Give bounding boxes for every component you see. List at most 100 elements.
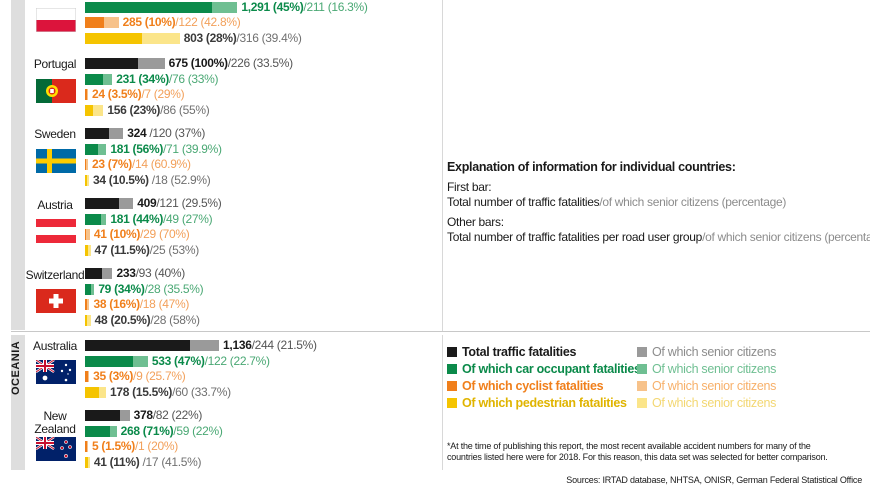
data-label-total-switzerland: 233/93 (40%) [116, 266, 186, 280]
flag-new-zealand-icon [36, 437, 76, 461]
data-label-main: 35 (3%) [93, 369, 134, 383]
legend-label-senior-pedestrian: Of which senior citizens [652, 396, 777, 410]
data-label-senior: /86 (55%) [160, 102, 210, 117]
data-label-main: 324 [127, 126, 147, 140]
country-name-line: Switzerland [25, 268, 85, 282]
bar-pedestrian-poland [85, 32, 143, 44]
data-label-senior: /316 (39.4%) [236, 30, 302, 45]
data-label-senior: /18 (47%) [139, 297, 190, 311]
flag-switzerland-icon [36, 289, 76, 313]
explanation-other-main: Total number of traffic fatalities per r… [447, 230, 703, 244]
bar-senior-total-portugal [137, 58, 165, 69]
data-label-main: 5 (1.5%) [92, 439, 135, 453]
bar-senior-cyclist-new-zealand [86, 441, 88, 452]
bar-cyclist-portugal [85, 89, 87, 100]
country-name-line: Portugal [33, 57, 77, 71]
flag-portugal-icon [36, 79, 76, 103]
bar-car-switzerland [85, 283, 92, 295]
bar-senior-pedestrian-austria [87, 244, 91, 256]
bar-senior-pedestrian-portugal [93, 104, 104, 116]
chart-panel: OCEANIA [10, 0, 870, 470]
data-label-main: 181 (56%) [110, 141, 164, 156]
legend-label-senior-car: Of which senior citizens [652, 362, 777, 376]
data-label-main: 47 (11.5%) [94, 242, 150, 257]
legend-senior-pedestrian: Of which senior citizens [637, 396, 776, 410]
bar-senior-car-switzerland [91, 283, 95, 295]
data-label-pedestrian-new-zealand: 41 (11%) /17 (41.5%) [93, 454, 202, 469]
data-label-cyclist-new-zealand: 5 (1.5%)/1 (20%) [92, 439, 178, 453]
data-label-pedestrian-australia: 178 (15.5%)/60 (33.7%) [110, 385, 231, 399]
bar-senior-car-australia [133, 355, 148, 367]
data-label-senior: /60 (33.7%) [172, 384, 231, 399]
legend-pedestrian: Of which pedestrian fatalities [447, 396, 627, 410]
legend-senior-total: Of which senior citizens [637, 345, 776, 359]
data-label-senior: /71 (39.9%) [163, 141, 222, 156]
data-label-main: 41 (11%) [93, 454, 140, 469]
data-label-car-australia: 533 (47%)/122 (22.7%) [152, 354, 270, 368]
data-label-total-new-zealand: 378/82 (22%) [134, 408, 203, 422]
data-label-cyclist-sweden: 23 (7%)/14 (60.9%) [92, 157, 191, 171]
bar-car-austria [85, 213, 101, 225]
legend-senior-car: Of which senior citizens [637, 362, 776, 376]
legend-swatch-senior-total [637, 347, 647, 357]
region-sidebar-oceania [11, 335, 25, 470]
data-label-senior: /244 (21.5%) [251, 338, 317, 352]
bar-senior-car-sweden [97, 143, 107, 155]
bar-car-australia [85, 355, 134, 367]
bar-senior-pedestrian-sweden [86, 174, 89, 186]
bar-total-australia [85, 340, 191, 351]
data-label-main: 675 (100%) [168, 56, 228, 70]
country-name-austria: Austria [24, 199, 86, 212]
data-label-main: 41 (10%) [93, 227, 141, 241]
legend-senior-cyclist: Of which senior citizens [637, 379, 776, 393]
country-name-line: New [43, 409, 67, 423]
legend-swatch-total [447, 347, 457, 357]
flag-austria-icon [36, 219, 76, 243]
data-label-car-austria: 181 (44%)/49 (27%) [110, 212, 212, 226]
data-label-senior: /29 (70%) [140, 227, 190, 241]
data-label-senior: /82 (22%) [152, 408, 203, 422]
footnote: *At the time of publishing this report, … [447, 441, 828, 462]
legend-car: Of which car occupant fatalities [447, 362, 641, 376]
bar-cyclist-new-zealand [85, 441, 87, 452]
flag-sweden-icon [36, 149, 76, 173]
legend-swatch-car [447, 364, 457, 374]
bar-car-new-zealand [85, 425, 110, 437]
data-label-pedestrian-sweden: 34 (10.5%) /18 (52.9%) [93, 173, 211, 187]
legend-label-senior-cyclist: Of which senior citizens [652, 379, 777, 393]
data-label-main: 178 (15.5%) [110, 384, 173, 399]
country-name-australia: Australia [24, 340, 86, 353]
legend-swatch-cyclist [447, 381, 457, 391]
bar-total-new-zealand [85, 410, 120, 421]
data-label-senior: /122 (22.7%) [204, 353, 270, 368]
data-label-main: 48 (20.5%) [94, 312, 151, 327]
bar-senior-total-switzerland [101, 268, 113, 279]
data-label-senior: /122 (42.8%) [175, 15, 241, 29]
explanation-first-main: Total number of traffic fatalities [447, 195, 600, 209]
data-label-cyclist-austria: 41 (10%)/29 (70%) [94, 227, 190, 241]
data-label-senior: /93 (40%) [135, 266, 186, 280]
data-label-main: 38 (16%) [93, 297, 140, 311]
source-note: Sources: IRTAD database, NHTSA, ONISR, G… [566, 475, 862, 485]
data-label-senior: /226 (33.5%) [227, 56, 293, 70]
region-sidebar-europe [11, 0, 25, 330]
legend-label-pedestrian: Of which pedestrian fatalities [462, 396, 627, 410]
bar-cyclist-austria [85, 229, 87, 240]
data-label-senior: /76 (33%) [168, 71, 219, 86]
data-label-senior: /9 (25.7%) [133, 369, 186, 383]
data-label-main: 1,136 [223, 338, 252, 352]
data-label-car-switzerland: 79 (34%)/28 (35.5%) [98, 282, 203, 296]
region-separator [11, 331, 870, 332]
bar-senior-cyclist-austria [86, 229, 90, 240]
bar-car-poland [85, 1, 213, 13]
country-name-sweden: Sweden [24, 128, 86, 141]
column-divider [442, 0, 443, 331]
data-label-total-australia: 1,136/244 (21.5%) [223, 338, 317, 352]
bar-senior-cyclist-poland [104, 17, 119, 28]
legend-swatch-senior-car [637, 364, 647, 374]
explanation-other-heading: Other bars: [447, 215, 504, 229]
data-label-car-portugal: 231 (34%)/76 (33%) [116, 72, 218, 86]
bar-total-switzerland [85, 268, 102, 279]
data-label-main: 1,291 (45%) [241, 0, 304, 14]
data-label-pedestrian-austria: 47 (11.5%)/25 (53%) [94, 242, 200, 257]
